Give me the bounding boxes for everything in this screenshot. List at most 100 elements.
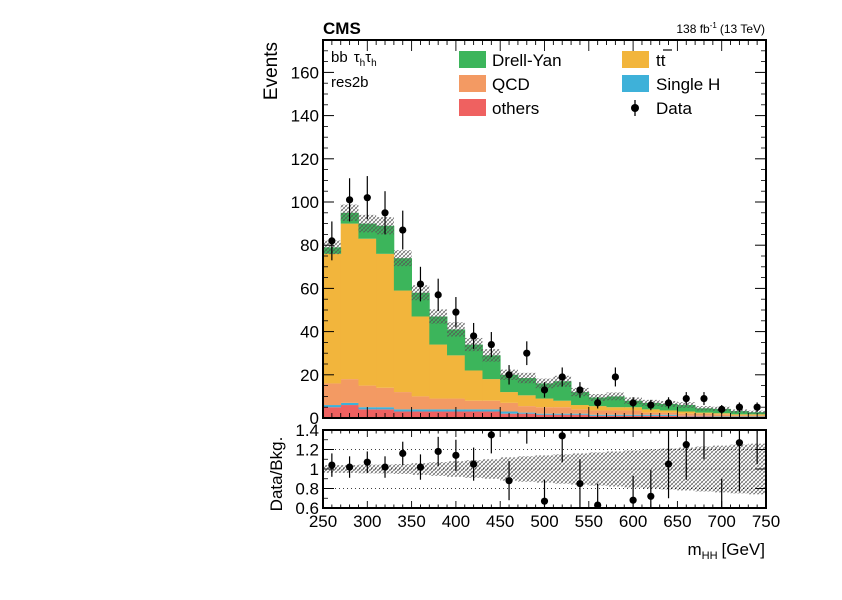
legend-swatch-others xyxy=(459,99,486,116)
data-point-12 xyxy=(541,386,548,393)
data-point-23 xyxy=(736,404,743,411)
y-tick-label: 120 xyxy=(291,150,319,169)
bar-ttbar-8 xyxy=(465,370,483,400)
data-point-14 xyxy=(576,386,583,393)
data-point-2 xyxy=(364,194,371,201)
bar-qcd-10 xyxy=(500,403,518,412)
bar-qcd-4 xyxy=(394,392,412,409)
legend-swatch-qcd xyxy=(459,75,486,92)
bar-ttbar-4 xyxy=(394,291,412,393)
ratio-point-19 xyxy=(665,461,672,468)
legend-label-data: Data xyxy=(656,99,692,118)
y-tick-label: 100 xyxy=(291,193,319,212)
ratio-point-5 xyxy=(417,463,424,470)
channel-prefix: bb xyxy=(331,49,348,66)
ratio-y-tick-label: 1 xyxy=(310,460,319,479)
bar-ttbar-10 xyxy=(500,392,518,403)
unc-band-11 xyxy=(518,373,536,383)
energy-label: (13 TeV) xyxy=(720,22,765,36)
data-point-20 xyxy=(683,395,690,402)
bar-ttbar-11 xyxy=(518,395,536,406)
bar-qcd-8 xyxy=(465,401,483,410)
x-tick-label: 450 xyxy=(486,512,514,531)
x-axis-label: mHH[GeV] xyxy=(687,540,765,562)
bar-ttbar-12 xyxy=(536,399,554,408)
data-point-18 xyxy=(647,401,654,408)
data-point-17 xyxy=(630,399,637,406)
legend-swatch-ttbar xyxy=(622,51,649,68)
bar-singleh-3 xyxy=(376,407,394,409)
ratio-point-20 xyxy=(683,441,690,448)
bar-ttbar-16 xyxy=(607,407,625,410)
y-tick-label: 80 xyxy=(300,236,319,255)
ratio-y-tick-label: 0.8 xyxy=(295,480,319,499)
bar-ttbar-6 xyxy=(429,345,447,399)
bar-singleh-8 xyxy=(465,409,483,411)
bar-ttbar-3 xyxy=(376,254,394,388)
bar-qcd-6 xyxy=(429,399,447,410)
experiment-label: CMS xyxy=(323,19,361,38)
bar-qcd-0 xyxy=(323,383,341,405)
channel-tau-sub-2: h xyxy=(371,58,377,69)
bar-qcd-1 xyxy=(341,379,359,403)
ratio-unc-band-11 xyxy=(518,456,536,481)
ratio-point-8 xyxy=(470,461,477,468)
data-point-10 xyxy=(505,371,512,378)
ratio-point-2 xyxy=(364,459,371,466)
data-point-11 xyxy=(523,350,530,357)
unc-band-21 xyxy=(695,406,713,410)
x-axis-var: m xyxy=(687,540,701,559)
legend-label-qcd: QCD xyxy=(492,75,530,94)
bar-qcd-2 xyxy=(358,386,376,408)
x-axis-var-sub: HH xyxy=(702,550,718,562)
data-point-1 xyxy=(346,196,353,203)
legend-swatch-dy xyxy=(459,51,486,68)
legend: Drell-Yan tt QCD Single H others Data xyxy=(459,50,720,118)
ratio-point-23 xyxy=(736,439,743,446)
x-tick-label: 750 xyxy=(752,512,780,531)
data-point-15 xyxy=(594,399,601,406)
ratio-point-18 xyxy=(647,493,654,500)
data-point-19 xyxy=(665,399,672,406)
data-point-16 xyxy=(612,373,619,380)
bar-singleh-5 xyxy=(412,409,430,411)
x-tick-label: 250 xyxy=(309,512,337,531)
ratio-point-0 xyxy=(328,462,335,469)
bar-ttbar-1 xyxy=(341,224,359,380)
y-tick-label: 160 xyxy=(291,63,319,82)
y-tick-label: 140 xyxy=(291,107,319,126)
bar-singleh-9 xyxy=(482,409,500,411)
bar-singleh-4 xyxy=(394,409,412,411)
legend-swatch-singleh xyxy=(622,75,649,92)
ratio-point-6 xyxy=(435,448,442,455)
lumi-unit-sup: -1 xyxy=(710,21,718,30)
lumi-label: 138 fb-1(13 TeV) xyxy=(676,21,765,36)
ratio-y-axis-label: Data/Bkg. xyxy=(267,437,286,512)
bar-qcd-11 xyxy=(518,406,536,412)
y-tick-label: 40 xyxy=(300,323,319,342)
bar-qcd-5 xyxy=(412,396,430,409)
bar-ttbar-7 xyxy=(447,355,465,398)
ratio-point-3 xyxy=(381,463,388,470)
ratio-unc-band-12 xyxy=(536,455,554,482)
x-tick-label: 700 xyxy=(708,512,736,531)
bar-qcd-3 xyxy=(376,388,394,407)
x-tick-label: 350 xyxy=(397,512,425,531)
ratio-point-1 xyxy=(346,463,353,470)
x-tick-label: 400 xyxy=(442,512,470,531)
bar-ttbar-9 xyxy=(482,379,500,401)
unc-band-16 xyxy=(607,393,625,401)
bar-ttbar-19 xyxy=(660,410,678,412)
y-tick-label: 20 xyxy=(300,366,319,385)
x-tick-label: 300 xyxy=(353,512,381,531)
x-tick-label: 550 xyxy=(575,512,603,531)
data-point-3 xyxy=(381,209,388,216)
bar-qcd-9 xyxy=(482,401,500,410)
unc-band-4 xyxy=(394,250,412,266)
data-point-0 xyxy=(328,237,335,244)
bar-qcd-13 xyxy=(553,407,571,413)
legend-label-singleh: Single H xyxy=(656,75,720,94)
